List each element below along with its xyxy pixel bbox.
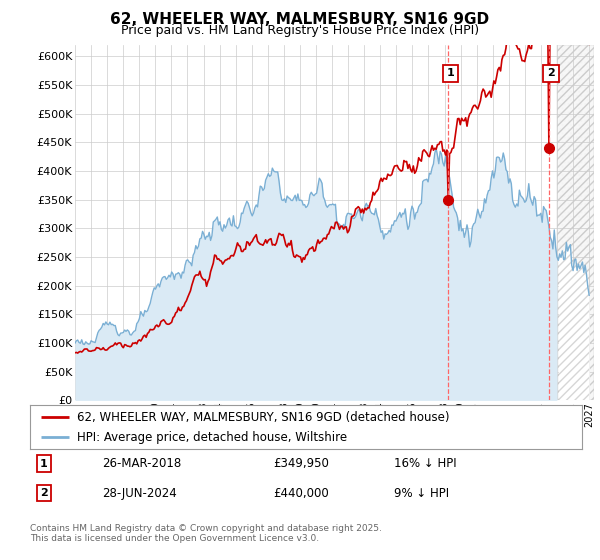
Text: HPI: Average price, detached house, Wiltshire: HPI: Average price, detached house, Wilt…	[77, 431, 347, 444]
Text: 28-JUN-2024: 28-JUN-2024	[102, 487, 176, 500]
Text: Price paid vs. HM Land Registry's House Price Index (HPI): Price paid vs. HM Land Registry's House …	[121, 24, 479, 36]
Text: Contains HM Land Registry data © Crown copyright and database right 2025.
This d: Contains HM Land Registry data © Crown c…	[30, 524, 382, 543]
Text: 62, WHEELER WAY, MALMESBURY, SN16 9GD: 62, WHEELER WAY, MALMESBURY, SN16 9GD	[110, 12, 490, 27]
Text: 2: 2	[40, 488, 47, 498]
Text: £440,000: £440,000	[273, 487, 329, 500]
Text: 26-MAR-2018: 26-MAR-2018	[102, 457, 181, 470]
Text: 9% ↓ HPI: 9% ↓ HPI	[394, 487, 449, 500]
Text: 1: 1	[40, 459, 47, 469]
Text: 2: 2	[547, 68, 555, 78]
Text: 62, WHEELER WAY, MALMESBURY, SN16 9GD (detached house): 62, WHEELER WAY, MALMESBURY, SN16 9GD (d…	[77, 410, 449, 424]
Text: 16% ↓ HPI: 16% ↓ HPI	[394, 457, 457, 470]
Text: £349,950: £349,950	[273, 457, 329, 470]
Text: 1: 1	[447, 68, 455, 78]
